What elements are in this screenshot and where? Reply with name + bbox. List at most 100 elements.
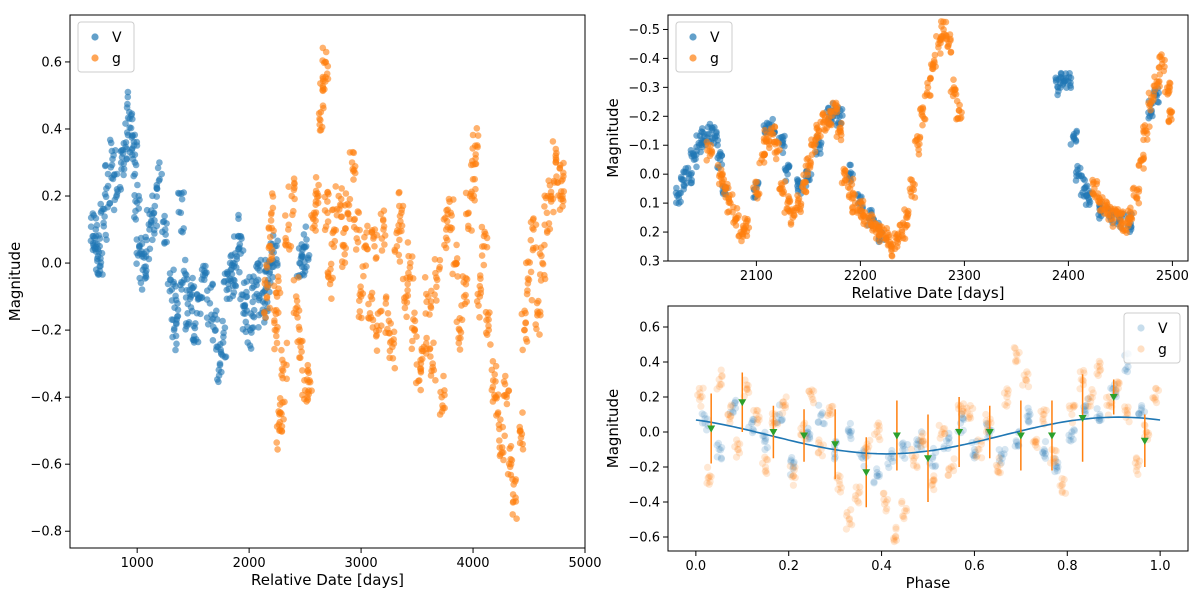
scatter-point-g <box>293 310 300 318</box>
scatter-point-g <box>356 308 364 315</box>
scatter-point-g <box>834 485 842 493</box>
scatter-point-g <box>474 290 482 298</box>
data-point-g <box>854 489 863 497</box>
scatter-point-g <box>519 409 526 416</box>
scatter-point-g <box>825 119 833 126</box>
scatter-point-g <box>930 486 938 494</box>
scatter-point-g <box>726 415 734 423</box>
scatter-point-g <box>836 488 845 496</box>
scatter-point-g <box>902 214 910 221</box>
scatter-point-g <box>852 492 860 500</box>
scatter-point-g <box>381 241 388 248</box>
scatter-point-g <box>900 515 908 523</box>
legend-label-V: V <box>710 30 720 46</box>
scatter-point-V <box>1095 415 1103 423</box>
scatter-point-g <box>422 340 430 347</box>
scatter-point-g <box>931 51 939 59</box>
scatter-point-g <box>1093 193 1101 200</box>
scatter-point-g <box>350 149 358 157</box>
scatter-point-g <box>320 59 328 67</box>
scatter-point-V <box>190 283 198 290</box>
scatter-point-g <box>469 131 477 139</box>
scatter-point-g <box>880 495 888 504</box>
scatter-point-g <box>1040 406 1048 414</box>
scatter-point-g <box>829 402 837 410</box>
scatter-point-g <box>472 151 480 158</box>
scatter-point-g <box>810 399 818 407</box>
scatter-point-g <box>1011 344 1019 353</box>
legend-marker-g <box>689 54 697 62</box>
x-tick-label: 1.0 <box>1150 559 1171 574</box>
data-point-V <box>775 410 784 419</box>
scatter-point-g <box>502 372 509 380</box>
scatter-point-g <box>770 417 778 426</box>
scatter-point-g <box>339 263 346 271</box>
scatter-point-V <box>1067 437 1075 445</box>
scatter-point-V <box>1086 201 1093 208</box>
scatter-point-g <box>364 222 371 230</box>
y-tick-label: 0.2 <box>639 391 660 406</box>
scatter-point-V <box>888 446 896 455</box>
scatter-point-g <box>734 440 742 448</box>
scatter-point-g <box>268 252 276 259</box>
scatter-point-V <box>138 248 145 255</box>
scatter-point-V <box>189 274 196 282</box>
scatter-point-g <box>403 299 411 306</box>
scatter-point-g <box>1130 192 1138 199</box>
scatter-point-g <box>327 266 334 273</box>
y-tick-label: 0.0 <box>639 426 660 441</box>
scatter-point-V <box>106 200 113 207</box>
scatter-point-g <box>995 454 1003 462</box>
scatter-point-g <box>1152 384 1160 392</box>
scatter-point-g <box>1145 431 1153 439</box>
scatter-point-V <box>713 129 720 137</box>
scatter-point-g <box>356 226 363 234</box>
scatter-point-g <box>426 311 433 318</box>
scatter-point-V <box>789 459 798 467</box>
scatter-point-g <box>380 207 388 214</box>
scatter-point-g <box>789 472 797 480</box>
scatter-point-V <box>971 451 979 459</box>
scatter-point-g <box>818 452 827 460</box>
scatter-point-V <box>129 155 137 163</box>
scatter-point-g <box>837 484 845 492</box>
scatter-point-g <box>805 387 813 395</box>
scatter-point-g <box>359 263 367 270</box>
scatter-point-g <box>276 401 284 408</box>
scatter-point-g <box>329 229 337 237</box>
scatter-point-g <box>759 459 767 467</box>
scatter-point-V <box>917 444 926 452</box>
binned-point-marker <box>985 429 994 436</box>
scatter-point-g <box>919 121 926 129</box>
x-tick-label: 0.4 <box>871 559 892 574</box>
scatter-point-g <box>810 387 818 395</box>
scatter-point-g <box>449 270 456 278</box>
binned-point-marker <box>707 425 716 433</box>
scatter-point-g <box>705 473 713 481</box>
scatter-point-g <box>345 201 353 209</box>
scatter-point-g <box>538 252 545 260</box>
scatter-point-g <box>433 283 440 291</box>
x-tick-label: 2000 <box>233 556 266 571</box>
scatter-point-V <box>231 277 238 284</box>
scatter-point-g <box>278 346 285 354</box>
scatter-point-g <box>1031 438 1039 446</box>
scatter-point-g <box>317 126 325 134</box>
scatter-point-g <box>881 500 889 508</box>
scatter-point-g <box>791 474 799 482</box>
scatter-point-V <box>958 410 966 418</box>
scatter-point-V <box>1067 79 1074 87</box>
scatter-point-g <box>717 366 725 374</box>
data-point-g <box>734 445 742 454</box>
scatter-point-g <box>1051 454 1059 462</box>
scatter-point-V <box>211 311 219 319</box>
scatter-point-g <box>326 280 334 288</box>
scatter-point-V <box>995 446 1003 454</box>
scatter-point-g <box>524 280 532 287</box>
scatter-point-g <box>779 398 788 406</box>
scatter-point-g <box>456 346 464 353</box>
scatter-point-g <box>1150 96 1157 104</box>
scatter-point-g <box>729 208 736 216</box>
scatter-point-g <box>727 412 735 420</box>
data-point-V <box>1012 437 1020 445</box>
